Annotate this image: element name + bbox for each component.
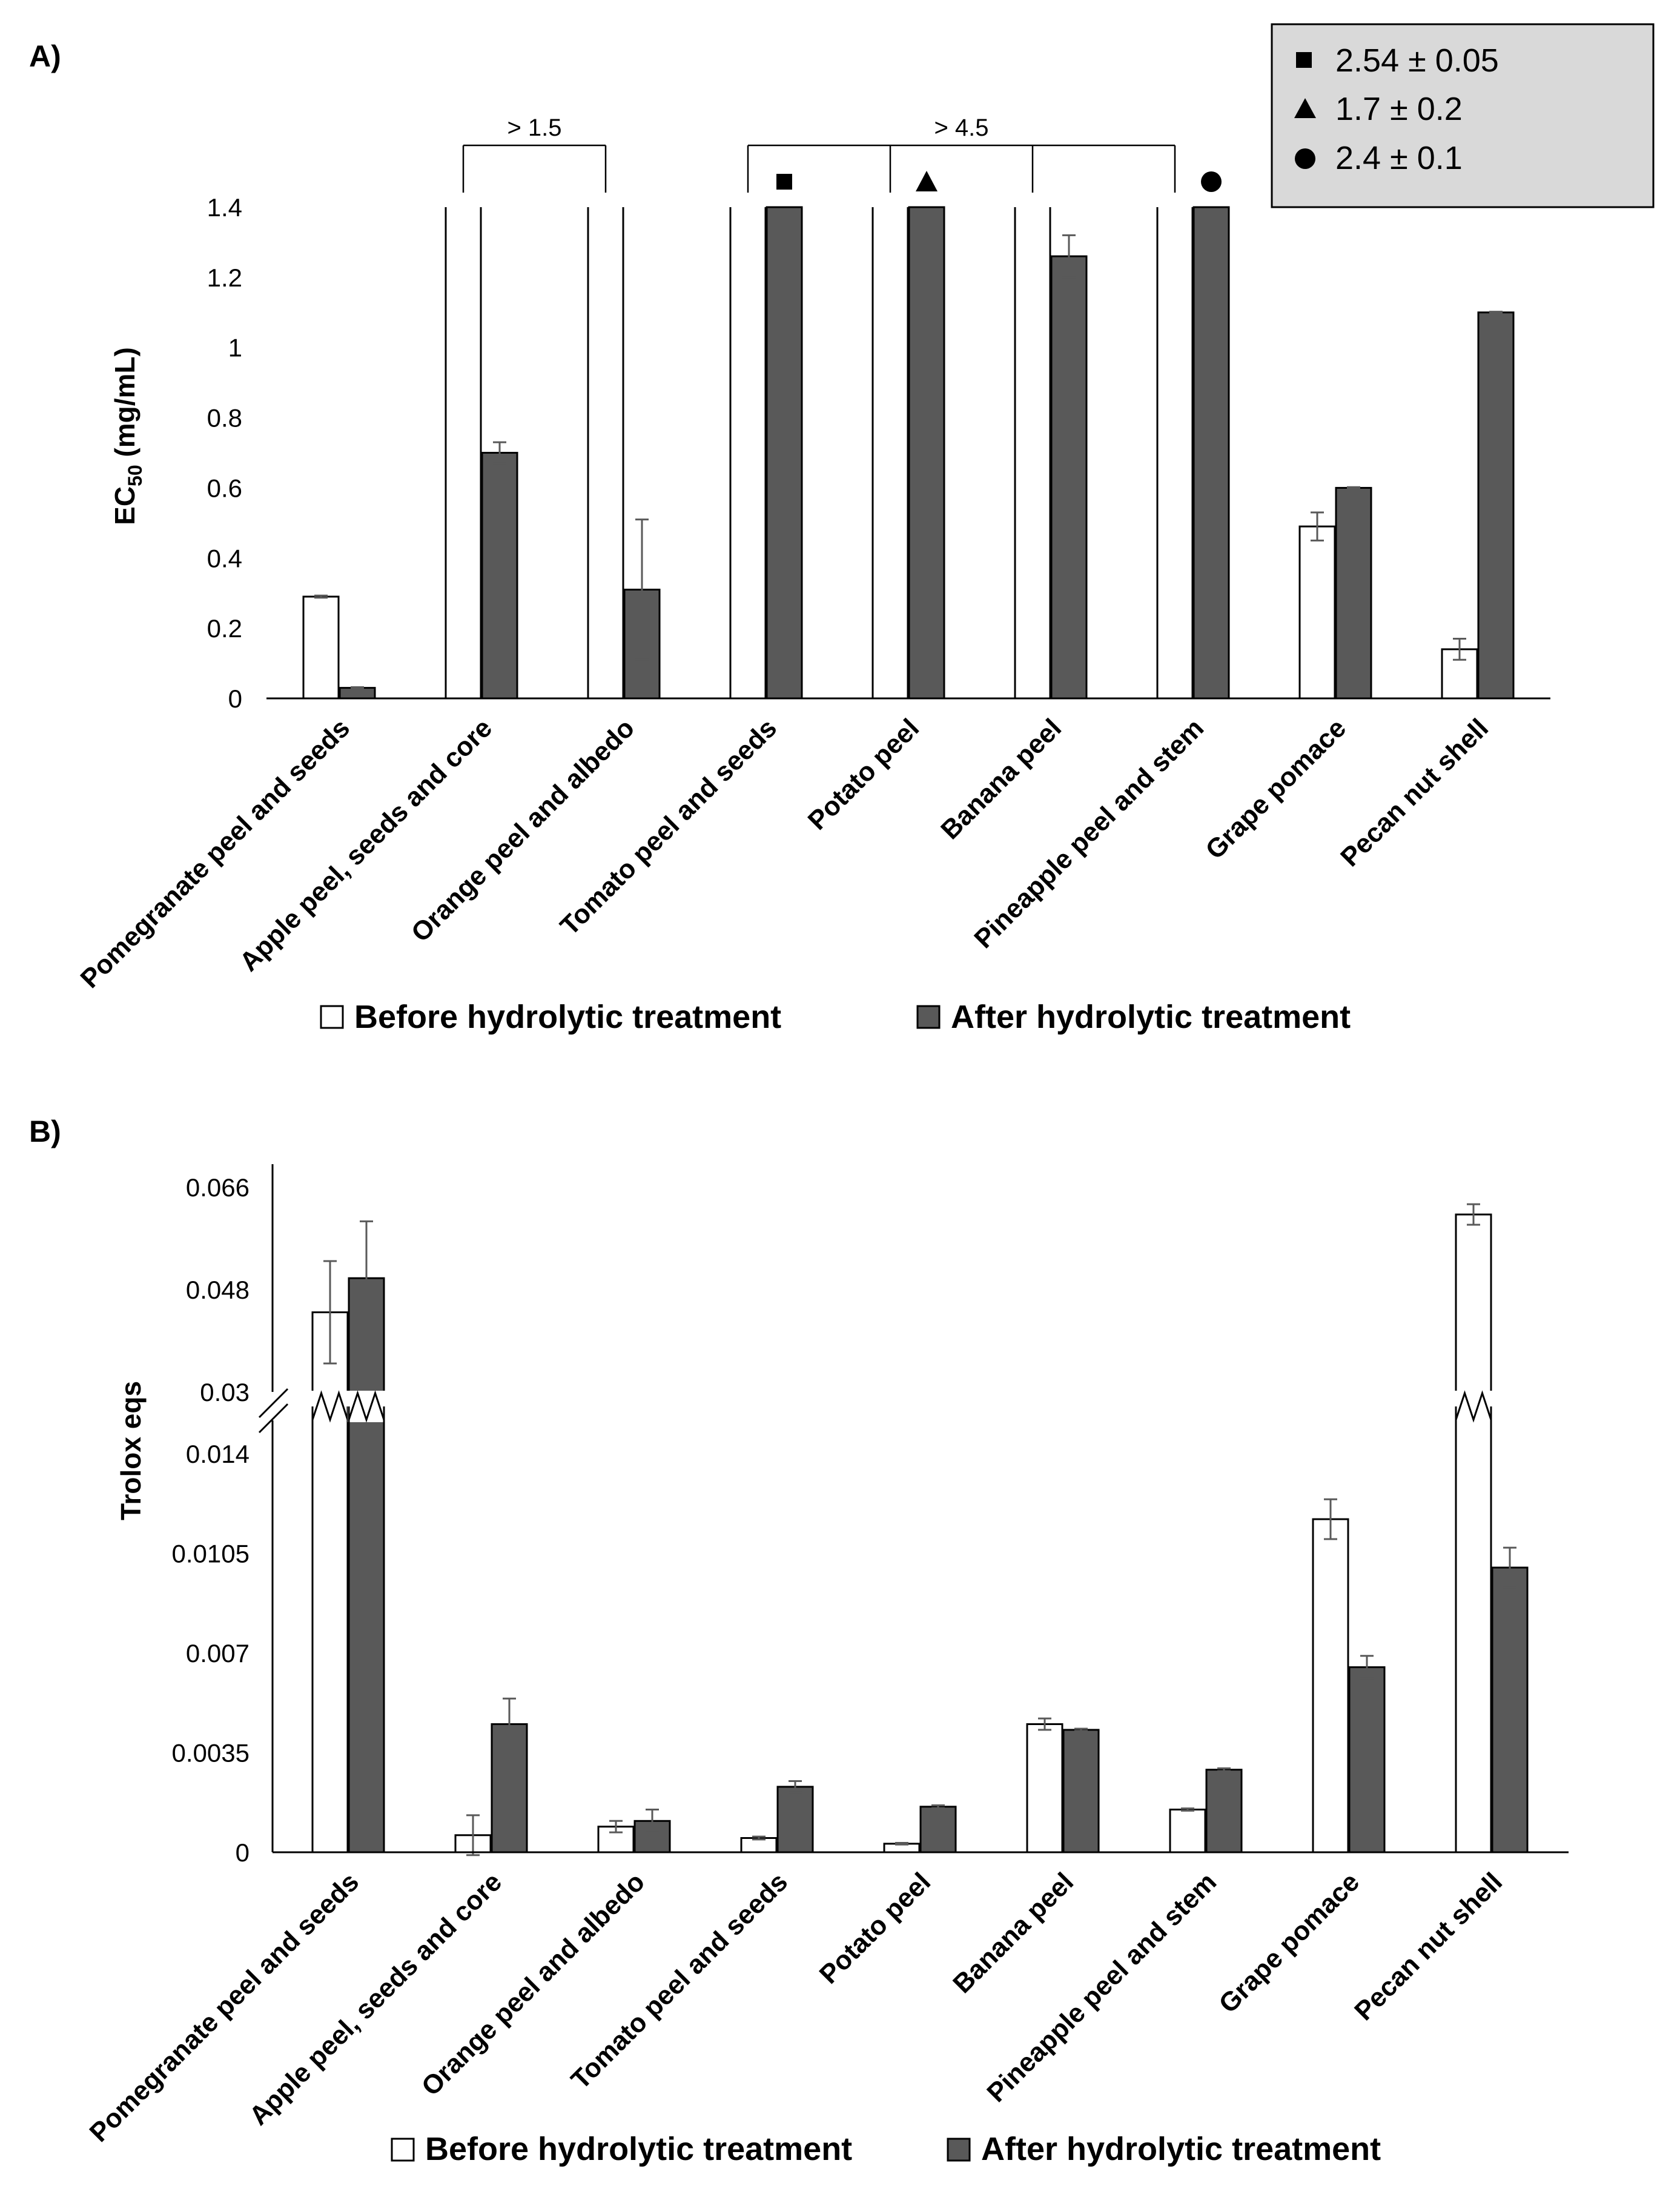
values-legend-item: 2.4 ± 0.1 [1335,140,1463,176]
panel-a-y-label-subscript: 50 [124,465,146,486]
panel-a-values-legend: 2.54 ± 0.05 1.7 ± 0.2 2.4 ± 0.1 [1271,23,1655,208]
circle-marker-icon [1201,171,1222,192]
values-legend-item: 1.7 ± 0.2 [1335,91,1463,127]
legend-label-before: Before hydrolytic treatment [425,2131,852,2167]
y-tick-label: 0 [236,1838,250,1867]
y-tick-label: 0.048 [186,1276,250,1304]
panel-a-y-label-unit: (mg/mL) [109,347,141,465]
legend-label-after: After hydrolytic treatment [981,2131,1381,2167]
panel-a-markers [776,171,1222,192]
y-tick-label: 0.0035 [172,1739,250,1767]
bar-before [1169,1809,1206,1853]
legend-label-before: Before hydrolytic treatment [354,999,781,1035]
panel-a-y-ticks: 0 0.2 0.4 0.6 0.8 1 1.2 1.4 [207,193,242,713]
y-tick-label: 0.066 [186,1173,250,1202]
bar-after [766,206,803,700]
panel-a-error-bars [314,234,1503,690]
bar-before [1441,648,1478,700]
bar-before [1298,525,1336,700]
y-tick-label: 0.2 [207,614,242,643]
legend-swatch-after [916,1005,941,1029]
y-tick-label: 0.8 [207,404,242,432]
bar-after [481,452,518,700]
bracket-label: > 1.5 [507,114,561,141]
panel-a-brackets: > 1.5 > 4.5 [462,114,1176,193]
y-tick-label: 0.007 [186,1639,250,1668]
legend-swatch-before [320,1005,344,1029]
panel-a-bars [302,206,1515,700]
bar-break-zigzag [1455,1390,1492,1423]
y-tick-label: 1.2 [207,263,242,292]
panel-b-error-bars [323,1203,1516,1856]
bar-after [1205,1769,1243,1853]
bar-after [348,1405,385,1853]
square-marker-icon [1296,52,1312,68]
y-tick-label: 0.4 [207,544,242,572]
values-legend-box [1271,23,1655,208]
circle-marker-icon [1295,148,1315,169]
square-marker-icon [776,174,792,190]
y-tick-label: 0.6 [207,474,242,502]
legend-label-after: After hydrolytic treatment [951,999,1351,1035]
y-tick-label: 0.0105 [172,1540,250,1568]
panel-a-label: A) [29,39,61,73]
panel-b-bars [311,1213,1529,1853]
y-tick-label: 0.014 [186,1440,250,1468]
bar-after [1192,206,1230,700]
bar-before [1455,1213,1492,1408]
bar-after [1062,1729,1100,1853]
bar-after [1348,1666,1386,1853]
bar-after [919,1806,957,1853]
y-tick-label: 1.4 [207,193,242,222]
triangle-marker-icon [1294,98,1316,118]
bar-before [1312,1518,1349,1853]
y-tick-label: 1 [228,334,242,362]
panel-b-y-ticks: 0 0.0035 0.007 0.0105 0.014 0.03 0.048 0.066 [172,1173,250,1867]
bar-break-zigzag [311,1390,349,1423]
bar-after [908,206,945,700]
triangle-marker-icon [916,171,938,191]
panel-a-series-legend: Before hydrolytic treatment After hydrol… [320,999,1351,1035]
panel-b-y-axis-label: Trolox eqs [115,1381,147,1520]
axis-break-icon [258,1388,289,1434]
bar-before [1455,1405,1492,1853]
bar-after [1477,311,1515,700]
legend-swatch-before [391,2138,415,2162]
panel-a-y-label-main: EC [109,486,141,525]
values-legend-item: 2.54 ± 0.05 [1335,42,1499,79]
panel-a-y-axis-label: EC50 (mg/mL) [109,347,146,525]
bracket-label: > 4.5 [934,114,988,141]
bar-after [1491,1566,1529,1853]
bar-after [1335,486,1372,700]
y-tick-label: 0 [228,684,242,713]
bar-after [1050,255,1088,700]
bar-before [311,1405,349,1853]
panel-b-series-legend: Before hydrolytic treatment After hydrol… [391,2131,1381,2167]
panel-b-label: B) [29,1115,61,1148]
legend-swatch-after [947,2138,971,2162]
bar-before [302,595,340,700]
bar-before [1026,1723,1063,1853]
bar-after [776,1786,814,1853]
bar-break-zigzag [348,1390,385,1423]
y-tick-label: 0.03 [200,1378,250,1406]
